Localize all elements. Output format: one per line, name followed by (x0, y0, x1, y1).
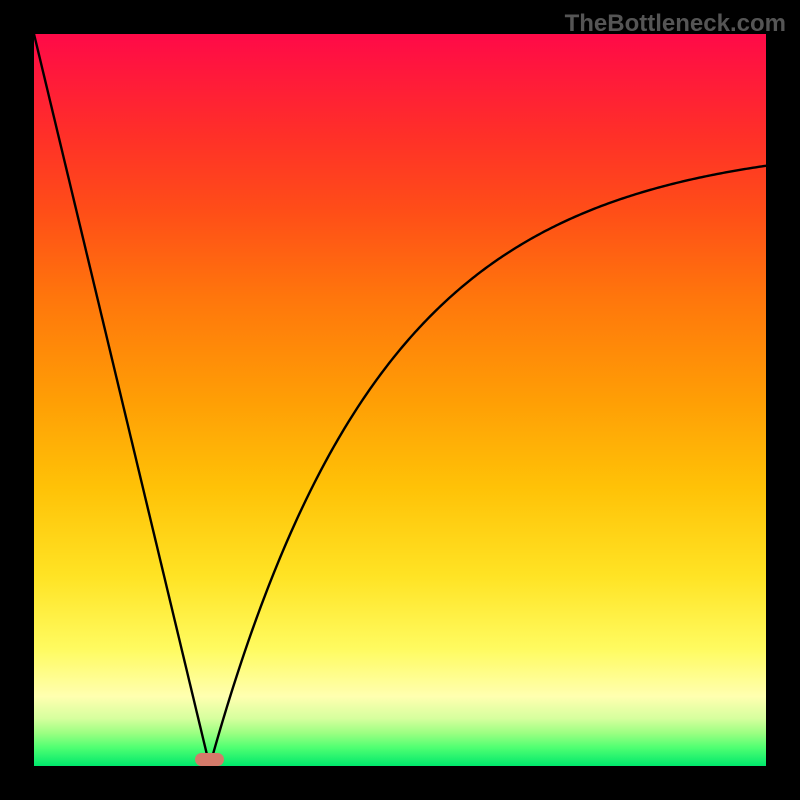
chart-container: TheBottleneck.com (0, 0, 800, 800)
watermark-text: TheBottleneck.com (565, 10, 786, 38)
optimal-marker (195, 753, 224, 766)
gradient-plot-area (34, 34, 766, 766)
